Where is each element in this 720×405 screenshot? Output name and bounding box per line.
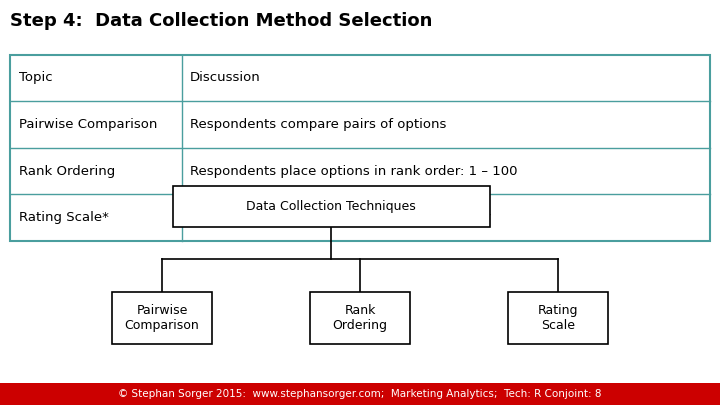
Text: Rank Ordering: Rank Ordering [19, 164, 115, 178]
Text: © Stephan Sorger 2015:  www.stephansorger.com;  Marketing Analytics;  Tech: R Co: © Stephan Sorger 2015: www.stephansorger… [118, 389, 602, 399]
Text: Pairwise
Comparison: Pairwise Comparison [125, 304, 199, 332]
Text: Step 4:  Data Collection Method Selection: Step 4: Data Collection Method Selection [10, 12, 433, 30]
Bar [173, 186, 490, 227]
Text: Data Collection Techniques: Data Collection Techniques [246, 200, 416, 213]
Text: Respondents place options in rank order: 1 – 100: Respondents place options in rank order:… [190, 164, 518, 178]
Text: Rating Scale*: Rating Scale* [19, 211, 109, 224]
Bar [508, 292, 608, 344]
Bar [112, 292, 212, 344]
Text: Rating
Scale: Rating Scale [538, 304, 578, 332]
Text: Respondents rate each option independently: Respondents rate each option independent… [190, 211, 491, 224]
Text: Discussion: Discussion [190, 71, 261, 85]
Bar [10, 55, 710, 241]
Text: Rank
Ordering: Rank Ordering [333, 304, 387, 332]
Bar [310, 292, 410, 344]
Text: Pairwise Comparison: Pairwise Comparison [19, 118, 157, 131]
Text: Respondents compare pairs of options: Respondents compare pairs of options [190, 118, 446, 131]
Text: Topic: Topic [19, 71, 53, 85]
Bar [0, 383, 720, 405]
